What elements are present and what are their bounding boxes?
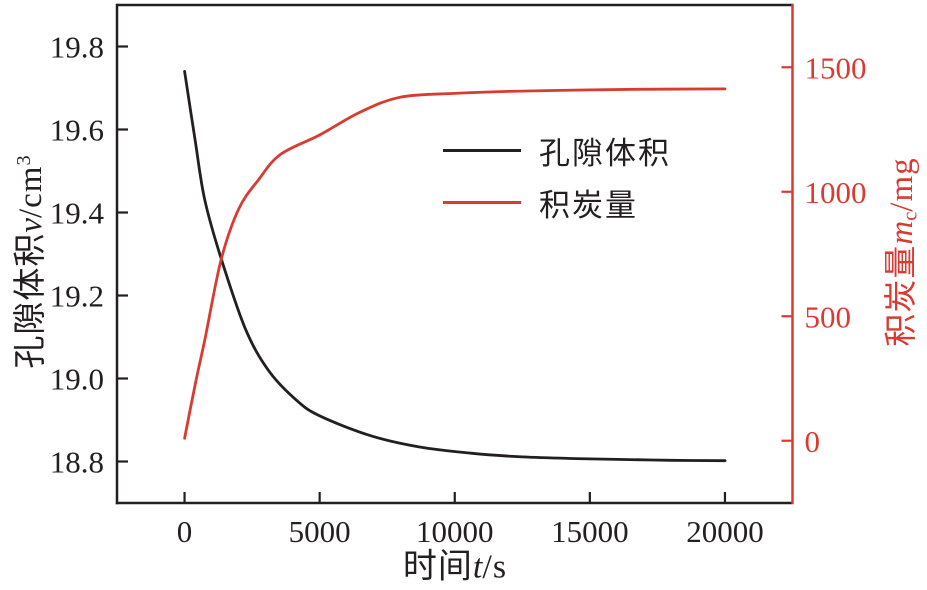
legend: 孔隙体积 积炭量 <box>443 124 671 228</box>
right-axis-title-text: 积炭量 <box>883 244 920 347</box>
right-axis-tick-label: 0 <box>805 424 821 459</box>
right-axis-tick-label: 1000 <box>805 175 867 210</box>
legend-label-pore-volume: 孔隙体积 <box>539 135 671 171</box>
pore-volume-curve <box>183 70 727 463</box>
left-axis-title-text: 孔隙体积 <box>13 232 49 369</box>
legend-label-carbon-deposit: 积炭量 <box>539 187 638 223</box>
carbon-deposit-line-swatch <box>443 200 521 204</box>
x-axis-title-text: 时间 <box>402 548 473 586</box>
left-axis-tick-label: 19.0 <box>50 362 104 397</box>
left-axis-tick-label: 19.2 <box>50 279 104 314</box>
x-axis-tick-label: 15000 <box>551 514 629 549</box>
x-axis-tick-label: 0 <box>177 514 193 549</box>
left-axis-tick-label: 19.8 <box>50 30 104 65</box>
left-axis-tick-label: 19.4 <box>50 196 105 231</box>
right-axis-tick-label: 1500 <box>805 50 867 85</box>
carbon-deposit-curve <box>183 87 727 440</box>
left-axis-tick-label: 18.8 <box>50 445 104 480</box>
x-axis-tick-label: 20000 <box>686 514 764 549</box>
x-axis-tick-label: 10000 <box>416 514 494 549</box>
legend-item-pore-volume: 孔隙体积 <box>443 124 671 176</box>
pore-volume-line-swatch <box>443 148 521 152</box>
legend-item-carbon-deposit: 积炭量 <box>443 176 671 228</box>
x-axis-tick-label: 5000 <box>289 514 351 549</box>
right-axis-tick-label: 500 <box>805 299 852 334</box>
left-axis-tick-label: 19.6 <box>50 113 104 148</box>
